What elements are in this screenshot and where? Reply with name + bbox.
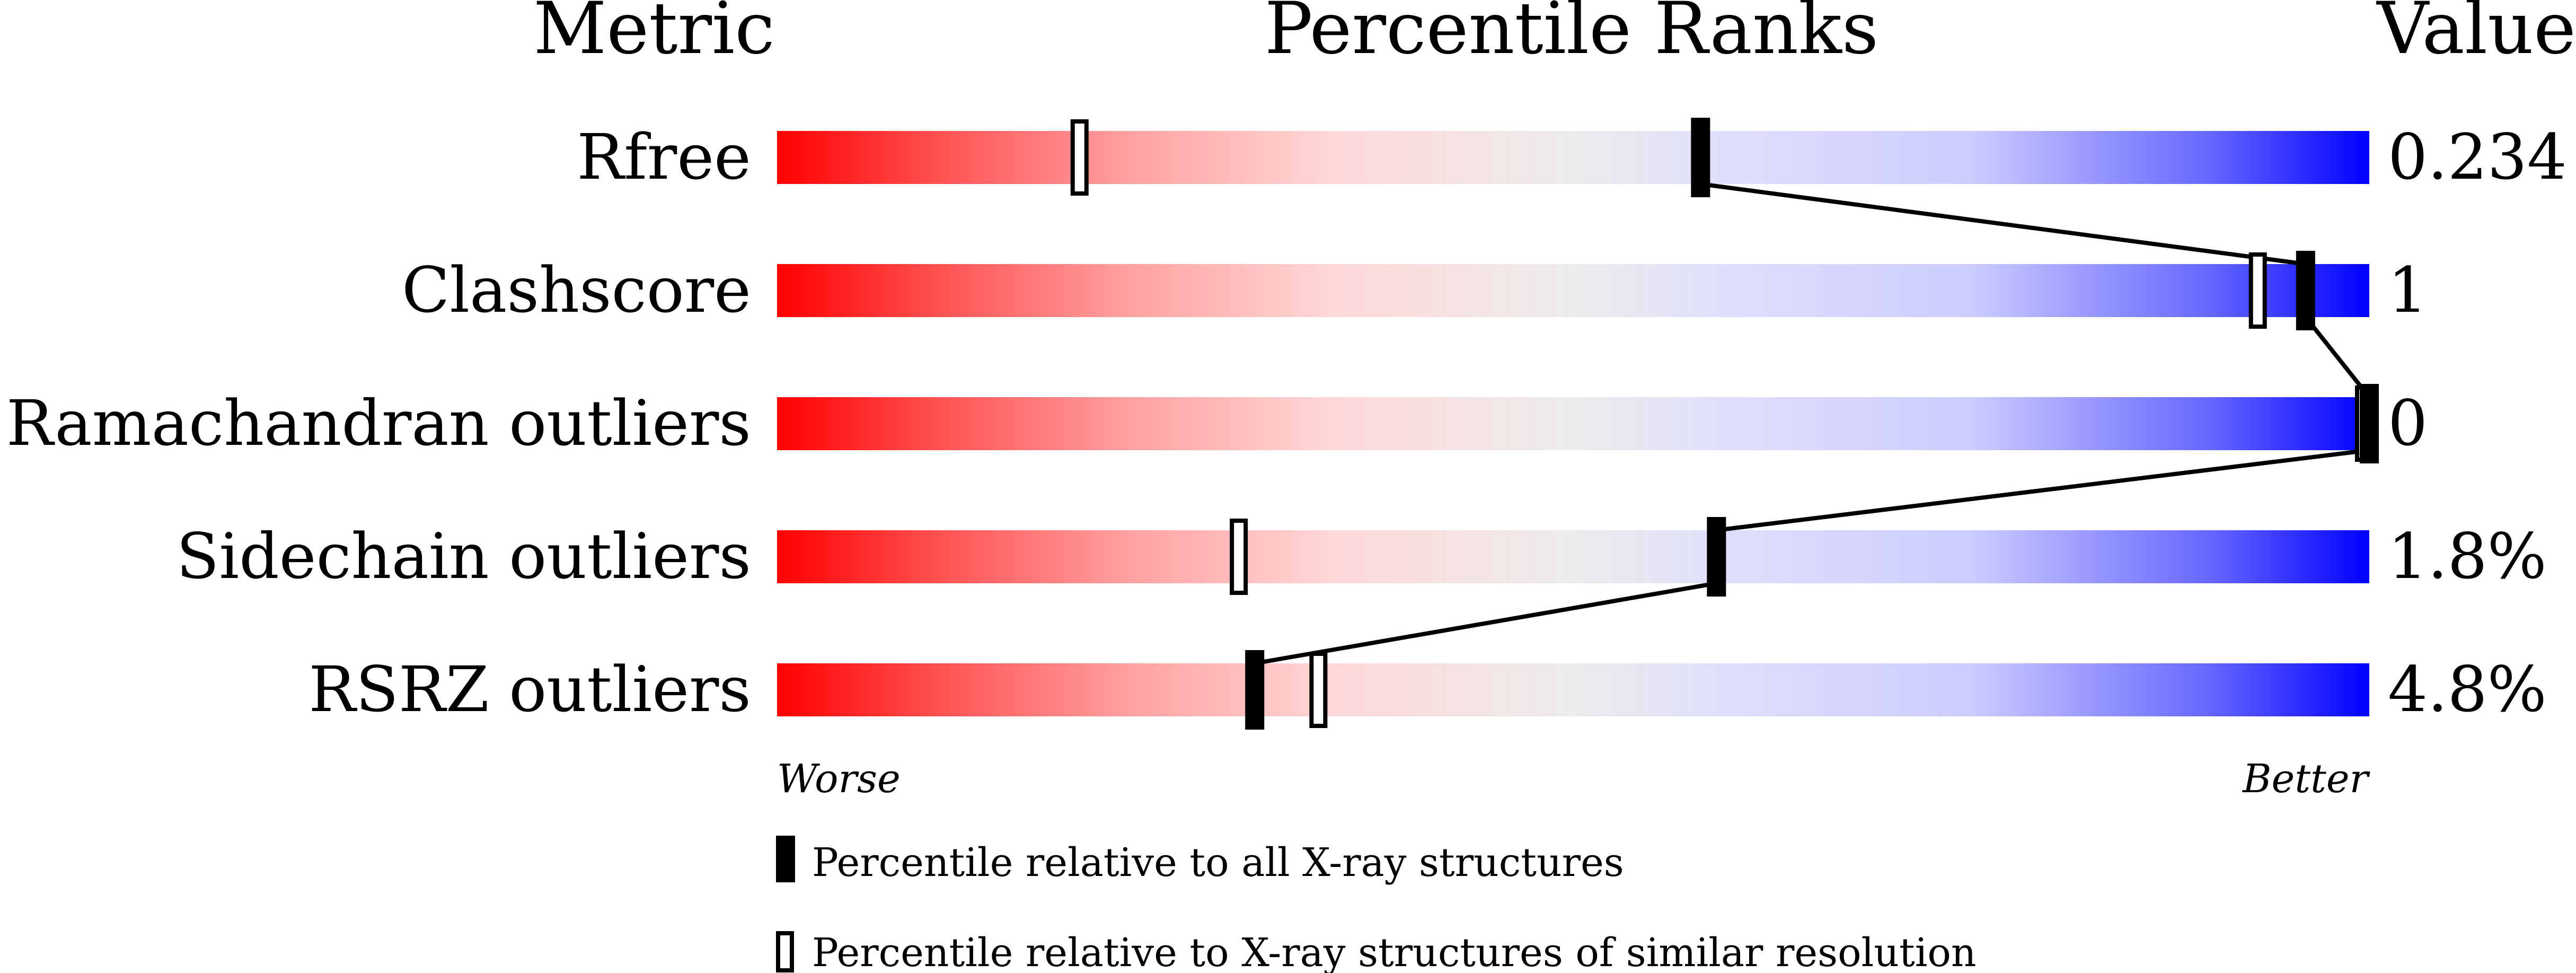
metric-value: 0 — [2388, 387, 2428, 460]
similar-resolution-marker — [1230, 519, 1248, 595]
header-metric: Metric — [533, 0, 775, 70]
metric-label: Rfree — [577, 120, 751, 194]
metric-value: 0.234 — [2388, 120, 2567, 194]
axis-better-label: Better — [2242, 756, 2370, 802]
similar-resolution-marker — [1070, 119, 1089, 196]
metric-value: 4.8% — [2388, 653, 2547, 726]
all-structures-marker — [2360, 384, 2379, 463]
header-percentile-ranks: Percentile Ranks — [1265, 0, 1878, 70]
legend-open-marker-icon — [776, 931, 794, 972]
legend-similar: Percentile relative to X-ray structures … — [812, 930, 1977, 973]
percentile-bar — [777, 530, 2369, 583]
connector-line — [1254, 581, 1717, 665]
axis-worse-label: Worse — [777, 756, 901, 802]
connector-line — [1700, 182, 2306, 266]
metric-value: 1.8% — [2388, 520, 2547, 593]
legend-filled-marker-icon — [776, 836, 795, 882]
metric-label: RSRZ outliers — [308, 653, 751, 726]
percentile-bar — [777, 663, 2369, 716]
all-structures-marker — [2296, 251, 2315, 330]
similar-resolution-marker — [2248, 252, 2267, 329]
metric-value: 1 — [2388, 253, 2428, 327]
metric-label: Clashscore — [402, 253, 751, 327]
connector-line — [1716, 448, 2370, 532]
legend-all: Percentile relative to all X-ray structu… — [812, 840, 1624, 886]
metric-label: Sidechain outliers — [177, 520, 751, 593]
header-value: Value — [2376, 0, 2576, 70]
percentile-bar — [777, 264, 2369, 317]
percentile-bar — [777, 131, 2369, 184]
metric-label: Ramachandran outliers — [6, 387, 751, 460]
percentile-bar — [777, 397, 2369, 450]
similar-resolution-marker — [1309, 652, 1328, 728]
all-structures-marker — [1245, 650, 1265, 730]
all-structures-marker — [1707, 517, 1726, 597]
connector-line — [2304, 315, 2371, 399]
all-structures-marker — [1691, 118, 1710, 197]
